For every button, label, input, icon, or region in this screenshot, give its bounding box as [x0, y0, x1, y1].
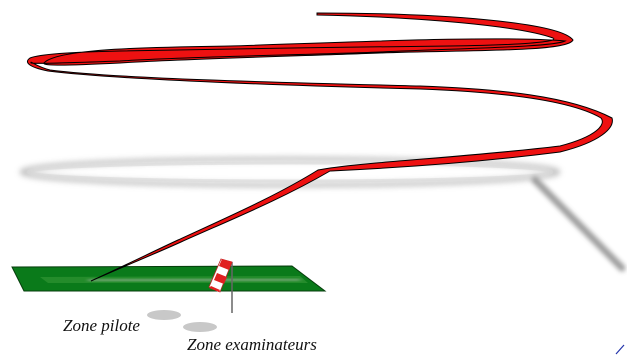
windsock-icon [208, 258, 233, 293]
zone-examinateurs-label: Zone examinateurs [187, 335, 317, 354]
circuit-shadow-ellipse-inner [26, 161, 554, 183]
zone-examinateurs-marker [183, 322, 217, 332]
zone-pilote-marker [147, 310, 181, 320]
zone-pilote-label: Zone pilote [63, 316, 140, 335]
flight-trajectory [26, 12, 613, 282]
circuit-shadow-ellipse [19, 156, 561, 188]
corner-mark [615, 344, 625, 355]
approach-shadow [87, 276, 301, 284]
descent-shadow [531, 176, 626, 272]
